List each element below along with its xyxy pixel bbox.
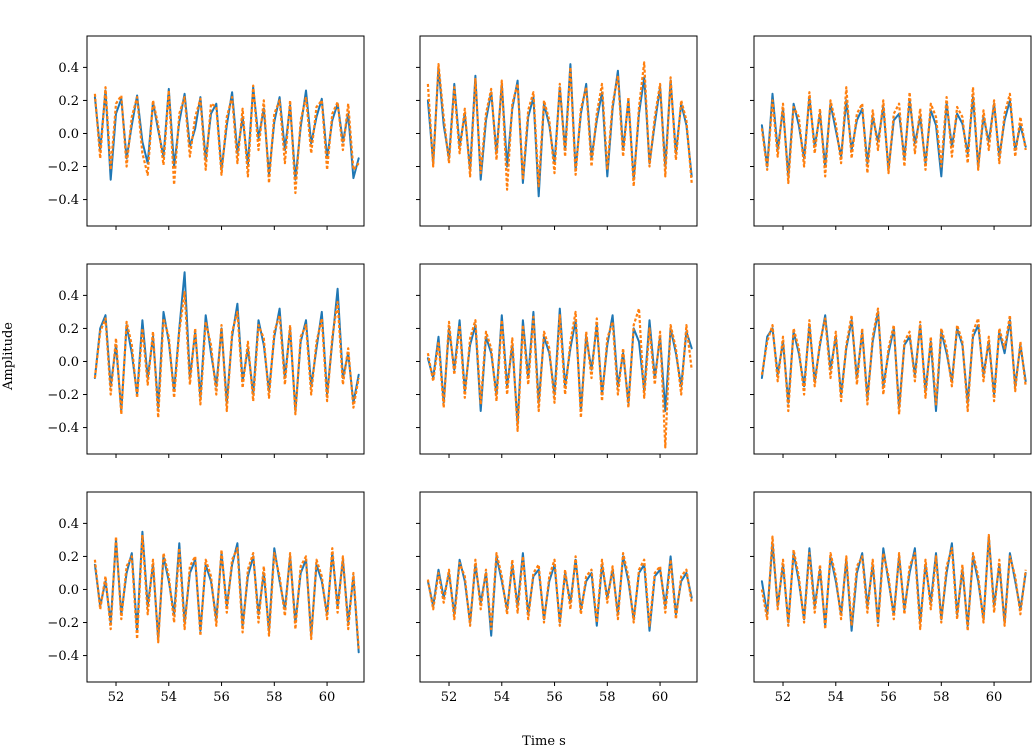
x-tick-label: 56 [880, 690, 897, 705]
series-dotted-line [93, 533, 360, 650]
subplot-2-1: −0.4 −0.2 0.0 0.2 0.4 [47, 263, 365, 458]
axes-frame [86, 491, 365, 683]
x-tick-label: 52 [108, 690, 125, 705]
x-tick-label: 52 [441, 690, 458, 705]
series-solid-line [93, 271, 360, 412]
y-tick-label: 0.0 [58, 355, 79, 370]
x-axis-title: Time s [522, 734, 566, 746]
subplot-3-3: 52 54 56 58 60 [750, 491, 1032, 705]
subplot-2-3 [750, 263, 1032, 458]
subplot-1-3 [750, 35, 1032, 230]
y-tick-label: 0.4 [58, 517, 79, 532]
series-solid-line [426, 552, 693, 637]
series-solid-line [426, 63, 693, 198]
y-tick-label: 0.0 [58, 127, 79, 142]
y-tick-label: 0.4 [58, 289, 79, 304]
series-solid-line [93, 86, 360, 181]
series-dotted-line [93, 291, 360, 419]
series-dotted-line [760, 533, 1027, 632]
x-tick-label: 56 [546, 690, 563, 705]
y-tick-label: 0.0 [58, 583, 79, 598]
subplot-1-2 [416, 35, 698, 230]
y-tick-label: −0.4 [47, 649, 79, 664]
axes-frame [86, 263, 365, 455]
subplot-1-1: −0.4 −0.2 0.0 0.2 0.4 [47, 35, 365, 230]
x-tick-label: 54 [494, 690, 511, 705]
series-dotted-line [760, 307, 1027, 416]
y-tick-label: −0.4 [47, 193, 79, 208]
axes-frame [86, 35, 365, 227]
x-tick-label: 60 [986, 690, 1003, 705]
y-tick-label: 0.2 [58, 94, 79, 109]
axes-frame [753, 35, 1032, 227]
x-tick-label: 54 [161, 690, 178, 705]
x-tick-label: 58 [933, 690, 950, 705]
y-axis-title: Amplitude [1, 322, 16, 391]
x-tick-label: 52 [775, 690, 792, 705]
y-tick-label: −0.2 [47, 616, 79, 631]
x-tick-label: 56 [213, 690, 230, 705]
axes-frame [753, 491, 1032, 683]
series-dotted-line [426, 307, 693, 449]
x-tick-label: 58 [266, 690, 283, 705]
subplots: −0.4 −0.2 0.0 0.2 0.4 −0.4 −0.2 0.0 0.2 0.4 52 54 56… [47, 35, 1032, 705]
series-dotted-line [760, 86, 1027, 185]
x-tick-label: 54 [828, 690, 845, 705]
y-tick-label: −0.2 [47, 388, 79, 403]
x-tick-label: 58 [599, 690, 616, 705]
subplot-2-2 [416, 263, 698, 458]
x-tick-label: 60 [652, 690, 669, 705]
axes-frame [419, 35, 698, 227]
y-tick-label: −0.2 [47, 160, 79, 175]
series-dotted-line [426, 551, 693, 631]
y-tick-label: 0.4 [58, 61, 79, 76]
x-tick-label: 60 [319, 690, 336, 705]
axes-frame [419, 263, 698, 455]
y-tick-label: 0.2 [58, 322, 79, 337]
subplot-3-1: 52 54 56 58 60 −0.4 −0.2 0.0 0.2 0.4 [47, 491, 365, 705]
axes-frame [753, 263, 1032, 455]
y-tick-label: 0.2 [58, 550, 79, 565]
axes-frame [419, 491, 698, 683]
subplot-3-2: 52 54 56 58 60 [416, 491, 698, 705]
series-dotted-line [93, 84, 360, 195]
series-dotted-line [426, 61, 693, 191]
y-tick-label: −0.4 [47, 421, 79, 436]
